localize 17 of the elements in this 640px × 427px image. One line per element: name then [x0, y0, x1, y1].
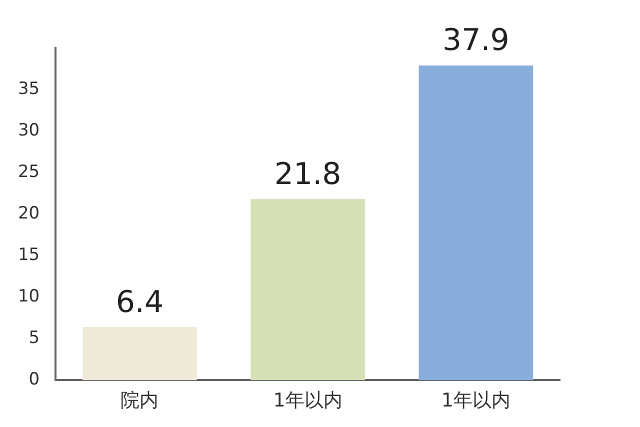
y-tick-label: 25: [18, 162, 40, 182]
bar: [418, 65, 534, 380]
y-tick-label: 15: [18, 245, 40, 266]
x-tick-label: 院内: [120, 390, 159, 412]
bar: [82, 327, 197, 380]
y-tick-label: 30: [18, 120, 40, 140]
bar: [250, 199, 365, 380]
data-label: 21.8: [274, 156, 342, 192]
x-tick-label: 1年以内: [441, 390, 510, 412]
y-tick-label: 5: [28, 328, 40, 348]
data-label: 37.9: [442, 23, 510, 58]
y-tick-label: 10: [18, 286, 40, 307]
y-tick-label: 0: [28, 370, 40, 390]
y-tick-label: 20: [18, 204, 40, 224]
y-tick-label: 35: [18, 78, 40, 99]
x-tick-label: 1年以内: [273, 390, 342, 412]
data-label: 6.4: [116, 284, 164, 320]
